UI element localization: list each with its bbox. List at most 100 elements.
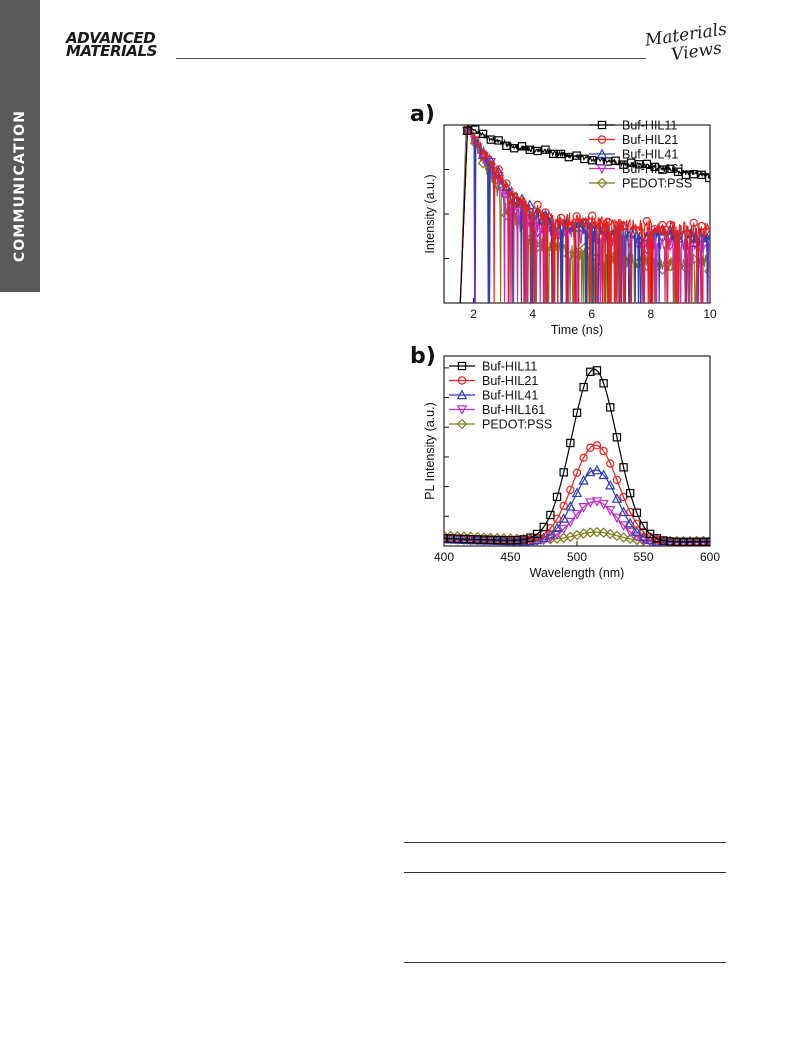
data-point bbox=[689, 218, 698, 227]
data-point bbox=[571, 487, 583, 498]
data-point bbox=[478, 129, 488, 139]
data-point bbox=[618, 302, 629, 303]
data-point bbox=[585, 498, 596, 508]
brand-line-2: MATERIALS bbox=[66, 42, 158, 60]
data-point bbox=[580, 154, 589, 164]
legend-label: Buf-HIL21 bbox=[622, 133, 678, 147]
data-point bbox=[463, 126, 472, 135]
data-point bbox=[556, 149, 566, 159]
data-point bbox=[510, 144, 519, 153]
data-point bbox=[592, 441, 602, 450]
legend-marker bbox=[596, 148, 608, 159]
panel-b-label: b) bbox=[410, 344, 436, 369]
data-point bbox=[541, 145, 550, 154]
data-point bbox=[624, 517, 636, 528]
y-axis-label: PL Intensity (a.u.) bbox=[423, 402, 437, 500]
data-point bbox=[564, 152, 574, 162]
data-point bbox=[559, 468, 568, 477]
data-point bbox=[606, 459, 615, 468]
publisher-logo: Materials Views bbox=[644, 19, 731, 67]
chart-a-decay: 2 4 6 8 10 Time (ns) Intensity (a.u.) Buf-HIL11… bbox=[423, 119, 717, 338]
data-point bbox=[551, 530, 563, 540]
data-point bbox=[566, 485, 575, 494]
legend-label: Buf-HIL161 bbox=[482, 403, 545, 417]
series-line bbox=[459, 125, 710, 303]
data-point bbox=[689, 170, 698, 179]
data-point bbox=[551, 302, 556, 303]
data-point bbox=[705, 537, 710, 546]
header-rule bbox=[176, 58, 646, 59]
data-point bbox=[638, 531, 649, 542]
series-line bbox=[444, 368, 710, 543]
data-point bbox=[533, 200, 542, 210]
data-point bbox=[539, 522, 548, 532]
x-tick-label: 450 bbox=[500, 550, 520, 564]
data-point bbox=[566, 438, 575, 448]
legend-entry-buf-hil11: Buf-HIL11 bbox=[449, 360, 537, 374]
legend-entry-buf-hil21: Buf-HIL21 bbox=[589, 133, 678, 147]
data-point bbox=[572, 151, 581, 160]
legend-label: Buf-HIL21 bbox=[482, 374, 538, 388]
data-point bbox=[564, 223, 574, 232]
data-point bbox=[642, 216, 652, 226]
data-point bbox=[619, 160, 628, 169]
legend-label: Buf-HIL41 bbox=[622, 148, 678, 162]
data-point bbox=[605, 479, 616, 490]
data-point bbox=[611, 156, 620, 165]
series-buf-hil11 bbox=[459, 125, 710, 303]
data-point bbox=[578, 474, 589, 485]
series-line bbox=[459, 125, 710, 303]
series-buf-hil21 bbox=[459, 125, 710, 303]
journal-brand: ADVANCED MATERIALS bbox=[66, 31, 158, 60]
legend-entry-buf-hil41: Buf-HIL41 bbox=[589, 148, 678, 162]
x-tick-label: 500 bbox=[567, 550, 587, 564]
data-point bbox=[571, 302, 582, 303]
data-point bbox=[533, 146, 542, 156]
data-point bbox=[558, 513, 569, 523]
legend-label: Buf-HIL161 bbox=[622, 162, 685, 176]
data-point bbox=[634, 160, 644, 169]
data-point bbox=[658, 221, 667, 230]
legend-label: PEDOT:PSS bbox=[622, 177, 692, 191]
data-point bbox=[595, 222, 605, 231]
data-point bbox=[683, 302, 689, 303]
plot-area bbox=[459, 125, 710, 303]
data-point bbox=[603, 217, 613, 227]
data-point bbox=[658, 165, 667, 174]
data-point bbox=[624, 527, 636, 538]
legend-marker bbox=[597, 135, 607, 144]
data-point bbox=[471, 136, 480, 145]
legend-entry-buf-hil161: Buf-HIL161 bbox=[589, 162, 685, 176]
data-point bbox=[612, 475, 622, 485]
data-point bbox=[618, 532, 629, 543]
legend-marker bbox=[456, 418, 468, 430]
data-point bbox=[588, 211, 597, 220]
data-point bbox=[634, 226, 644, 235]
chart-b-pl: 400 450 500 550 600 Wavelength (nm) PL Intensi… bbox=[423, 355, 720, 580]
data-point bbox=[585, 466, 596, 477]
data-point bbox=[546, 510, 555, 520]
data-point bbox=[618, 506, 629, 517]
data-point bbox=[517, 200, 527, 209]
data-point bbox=[552, 492, 562, 502]
legend-label: Buf-HIL11 bbox=[482, 360, 537, 374]
data-point bbox=[618, 521, 629, 531]
legend-label: PEDOT:PSS bbox=[482, 418, 552, 432]
data-point bbox=[548, 302, 559, 303]
legend-entry-buf-hil41: Buf-HIL41 bbox=[449, 389, 538, 403]
legend-marker bbox=[457, 376, 467, 385]
data-point bbox=[592, 366, 602, 375]
x-tick-label: 550 bbox=[633, 550, 653, 564]
data-point bbox=[549, 149, 558, 159]
data-point bbox=[611, 493, 623, 503]
series-buf-hil11 bbox=[444, 366, 710, 546]
data-point bbox=[545, 528, 556, 539]
data-point bbox=[572, 212, 581, 221]
data-point bbox=[650, 225, 659, 234]
data-point bbox=[565, 500, 576, 511]
series-line bbox=[459, 125, 710, 303]
data-point bbox=[525, 145, 535, 154]
data-point bbox=[525, 535, 536, 546]
data-point bbox=[605, 528, 616, 540]
data-point bbox=[603, 157, 613, 166]
